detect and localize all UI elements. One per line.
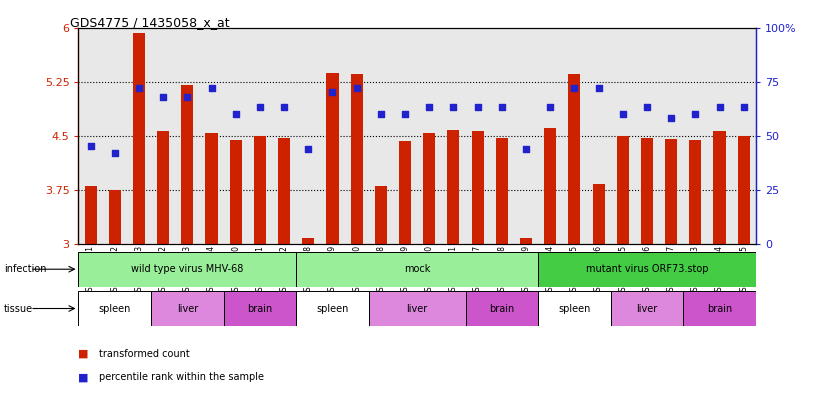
Point (423, 104, 436, 110)
Text: spleen: spleen (316, 303, 349, 314)
Bar (78, 291, 151, 326)
Point (664, 115, 677, 121)
Bar (689, 140, 701, 244)
Text: infection: infection (4, 264, 46, 274)
Point (157, 94, 170, 100)
Bar (254, 136, 266, 244)
Text: spleen: spleen (98, 303, 131, 314)
Bar (302, 238, 315, 244)
Bar (423, 133, 435, 244)
Text: brain: brain (489, 303, 515, 314)
Bar (368, 291, 466, 326)
Point (398, 111, 411, 117)
Bar (617, 136, 629, 244)
Bar (297, 252, 538, 287)
Text: percentile rank within the sample: percentile rank within the sample (99, 372, 264, 382)
Bar (278, 138, 290, 244)
Bar (78, 252, 297, 287)
Text: spleen: spleen (558, 303, 591, 314)
Point (132, 85, 145, 91)
Bar (181, 85, 193, 244)
Point (496, 104, 509, 110)
Point (447, 104, 460, 110)
Bar (230, 140, 242, 244)
Bar (472, 130, 484, 244)
Bar (683, 291, 756, 326)
Bar (297, 291, 368, 326)
Bar (610, 291, 683, 326)
Bar (520, 238, 532, 244)
Bar (399, 141, 411, 244)
Point (350, 85, 363, 91)
Point (326, 89, 339, 95)
Point (471, 104, 484, 110)
Bar (466, 291, 538, 326)
Text: ■: ■ (78, 349, 93, 359)
Text: brain: brain (247, 303, 273, 314)
Bar (592, 184, 605, 244)
Point (713, 104, 726, 110)
Bar (538, 252, 756, 287)
Point (374, 111, 387, 117)
Bar (84, 186, 97, 244)
Point (689, 111, 702, 117)
Point (108, 150, 121, 156)
Bar (568, 74, 581, 244)
Bar (151, 291, 224, 326)
Bar (496, 138, 508, 244)
Text: wild type virus MHV-68: wild type virus MHV-68 (131, 264, 244, 274)
Point (84, 143, 97, 149)
Text: transformed count: transformed count (99, 349, 190, 359)
Bar (641, 138, 653, 244)
Point (278, 104, 291, 110)
Bar (738, 136, 750, 244)
Text: mock: mock (404, 264, 430, 274)
Bar (448, 130, 459, 244)
Point (616, 111, 629, 117)
Bar (133, 33, 145, 244)
Point (205, 85, 218, 91)
Point (254, 104, 267, 110)
Text: liver: liver (177, 303, 198, 314)
Point (544, 104, 557, 110)
Bar (206, 133, 217, 244)
Bar (350, 73, 363, 244)
Bar (665, 139, 677, 244)
Bar (157, 130, 169, 244)
Text: tissue: tissue (4, 303, 33, 314)
Text: mutant virus ORF73.stop: mutant virus ORF73.stop (586, 264, 708, 274)
Point (520, 145, 533, 152)
Text: liver: liver (636, 303, 657, 314)
Bar (224, 291, 297, 326)
Point (567, 85, 581, 91)
Text: brain: brain (707, 303, 732, 314)
Point (181, 94, 194, 100)
Point (301, 145, 315, 152)
Bar (544, 129, 556, 244)
Bar (326, 73, 339, 244)
Point (592, 85, 605, 91)
Bar (109, 189, 121, 244)
Point (737, 104, 750, 110)
Text: ■: ■ (78, 372, 93, 382)
Bar (375, 186, 387, 244)
Point (640, 104, 653, 110)
Bar (714, 130, 725, 244)
Bar (538, 291, 610, 326)
Point (229, 111, 242, 117)
Text: GDS4775 / 1435058_x_at: GDS4775 / 1435058_x_at (70, 16, 230, 29)
Text: liver: liver (406, 303, 428, 314)
